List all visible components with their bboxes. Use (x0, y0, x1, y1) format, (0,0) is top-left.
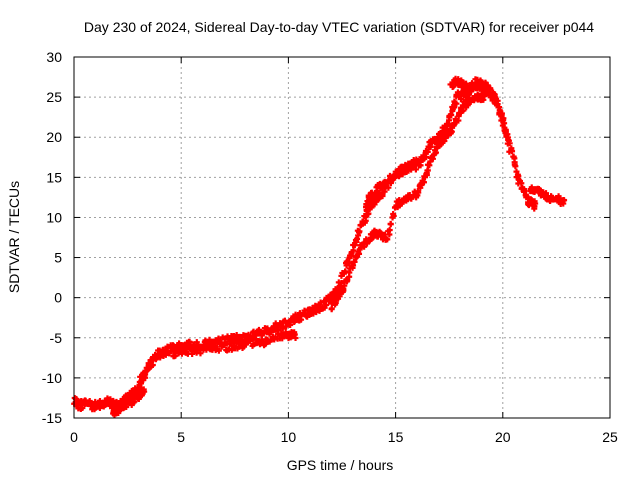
x-tick-label: 25 (602, 429, 618, 445)
x-tick-labels: 0 5 10 15 20 25 (70, 429, 618, 445)
data-point (501, 120, 508, 127)
data-point (139, 390, 146, 397)
data-point (336, 293, 343, 300)
data-point (233, 332, 240, 339)
chart-title: Day 230 of 2024, Sidereal Day-to-day VTE… (84, 19, 594, 35)
data-point (356, 228, 363, 235)
plot-frame (73, 56, 611, 419)
data-point (387, 221, 394, 228)
data-point (96, 404, 103, 411)
data-point (215, 335, 222, 342)
x-tick-label: 10 (281, 429, 297, 445)
data-point (142, 371, 149, 378)
data-point (247, 337, 254, 344)
data-point (385, 184, 392, 191)
data-point (444, 121, 451, 128)
y-tick-label: -5 (50, 330, 63, 346)
data-point (531, 205, 538, 212)
data-point (215, 347, 222, 354)
data-point (351, 242, 358, 249)
data-points (71, 75, 568, 418)
x-tick-label: 0 (70, 429, 78, 445)
y-tick-label: 10 (46, 209, 62, 225)
data-point (391, 174, 398, 181)
data-point (531, 198, 538, 205)
data-point (79, 405, 86, 412)
data-point (390, 210, 397, 217)
data-point (123, 403, 130, 410)
x-axis-label: GPS time / hours (287, 457, 394, 473)
data-point (351, 258, 358, 265)
data-point (512, 163, 519, 170)
y-tick-label: 25 (46, 89, 62, 105)
data-point (313, 309, 320, 316)
data-point (513, 168, 520, 175)
data-point (433, 149, 440, 156)
y-tick-label: 20 (46, 129, 62, 145)
y-axis-label: SDTVAR / TECUs (6, 181, 22, 293)
data-point (365, 203, 372, 210)
data-point (131, 398, 138, 405)
data-point (560, 196, 567, 203)
data-point (543, 190, 550, 197)
data-point (514, 171, 521, 178)
data-point (172, 352, 179, 359)
data-point (384, 236, 391, 243)
data-point (344, 277, 351, 284)
data-point (448, 112, 455, 119)
y-tick-label: -15 (42, 410, 62, 426)
data-point (279, 325, 286, 332)
y-tick-label: -10 (42, 370, 62, 386)
y-tick-labels: -15 -10 -5 0 5 10 15 20 25 30 (42, 49, 62, 426)
data-point (503, 131, 510, 138)
data-point (386, 226, 393, 233)
data-point (427, 144, 434, 151)
data-point (115, 409, 122, 416)
data-point (412, 159, 419, 166)
grid (74, 57, 610, 418)
x-tick-label: 15 (388, 429, 404, 445)
y-tick-label: 30 (46, 49, 62, 65)
data-point (424, 167, 431, 174)
data-point (453, 100, 460, 107)
data-point (509, 148, 516, 155)
data-point (362, 214, 369, 221)
data-point (424, 148, 431, 155)
y-tick-label: 0 (54, 290, 62, 306)
axis-ticks (73, 56, 611, 419)
data-point (460, 107, 467, 114)
data-point (220, 341, 227, 348)
data-point (494, 97, 501, 104)
data-point (374, 188, 381, 195)
x-tick-label: 20 (495, 429, 511, 445)
data-point (292, 335, 299, 342)
data-point (408, 195, 415, 202)
data-point (480, 93, 487, 100)
data-point (496, 107, 503, 114)
y-tick-label: 15 (46, 169, 62, 185)
data-point (415, 189, 422, 196)
data-point (197, 350, 204, 357)
data-point (290, 329, 297, 336)
data-point (522, 191, 529, 198)
data-point (450, 83, 457, 90)
data-point (323, 302, 330, 309)
y-tick-label: 5 (54, 250, 62, 266)
data-point (350, 247, 357, 254)
x-tick-label: 5 (177, 429, 185, 445)
data-point (506, 140, 513, 147)
data-point (420, 179, 427, 186)
data-point (505, 137, 512, 144)
data-point (227, 340, 234, 347)
